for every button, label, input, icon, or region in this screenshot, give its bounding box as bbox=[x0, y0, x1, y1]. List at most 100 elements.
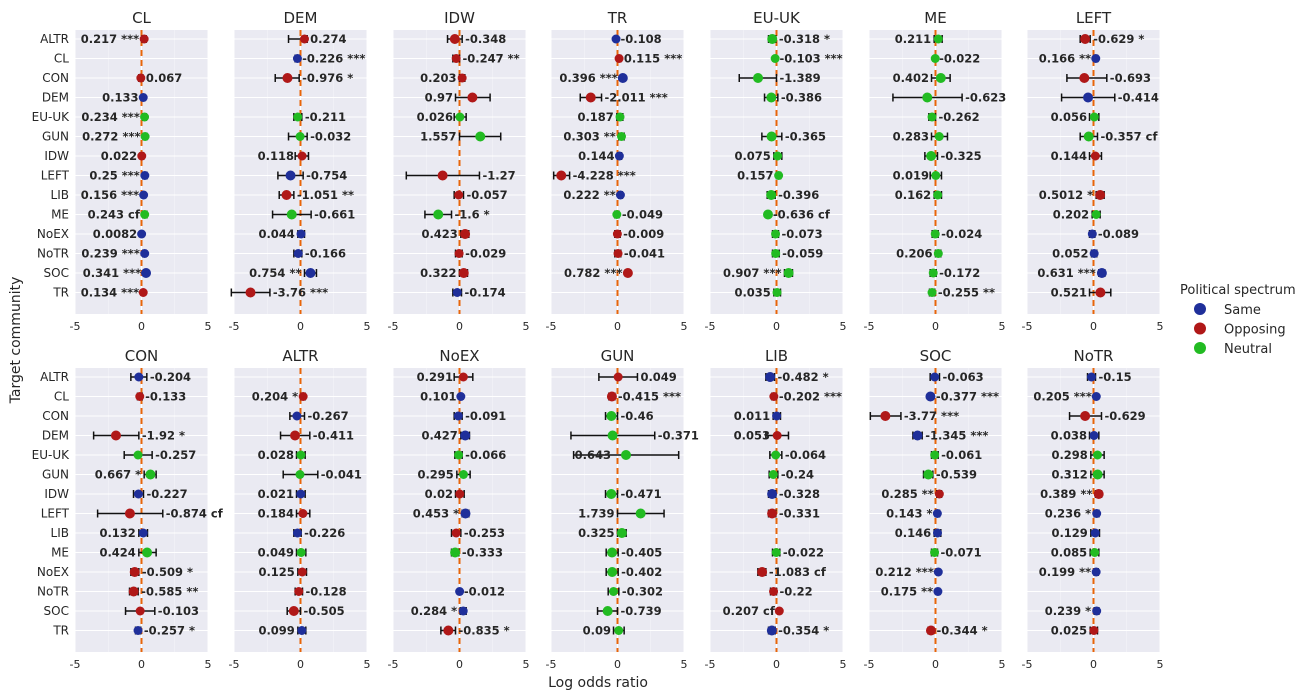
point-marker bbox=[1095, 190, 1106, 200]
point-marker bbox=[774, 606, 784, 616]
point-annotation: -0.257 * bbox=[144, 624, 195, 638]
panel-title: LIB bbox=[765, 347, 788, 365]
data-point: -0.874 cf bbox=[96, 507, 224, 521]
point-annotation: -0.133 bbox=[145, 390, 186, 404]
point-annotation: 0.521 bbox=[1051, 286, 1087, 300]
point-annotation: -0.15 bbox=[1098, 370, 1131, 384]
data-point: -0.835 * bbox=[440, 624, 510, 638]
data-point: -0.059 bbox=[771, 247, 823, 261]
data-point: 0.217 *** bbox=[81, 32, 149, 46]
data-point: 0.157 bbox=[737, 169, 784, 183]
point-marker bbox=[295, 470, 305, 479]
data-point: -0.253 bbox=[450, 526, 505, 540]
point-marker bbox=[136, 73, 146, 83]
point-marker bbox=[145, 469, 156, 480]
point-marker bbox=[293, 112, 303, 122]
point-marker bbox=[290, 430, 301, 441]
data-point: -0.629 bbox=[1068, 409, 1146, 423]
row-label: LEFT bbox=[41, 507, 70, 521]
point-annotation: 0.322 bbox=[420, 266, 456, 280]
point-annotation: -1.27 bbox=[482, 169, 515, 183]
data-point: -0.22 bbox=[769, 585, 813, 599]
data-point: -0.377 *** bbox=[925, 390, 999, 404]
data-point: -0.041 bbox=[613, 247, 665, 261]
x-tick-label: 0 bbox=[773, 658, 780, 671]
data-point: 0.423 bbox=[421, 227, 471, 241]
row-label: NoEX bbox=[37, 227, 69, 241]
point-marker bbox=[1083, 92, 1094, 103]
point-marker bbox=[460, 229, 471, 239]
point-annotation: 0.239 *** bbox=[81, 247, 139, 261]
point-annotation: -0.202 *** bbox=[779, 390, 842, 404]
row-label: DEM bbox=[42, 429, 69, 443]
point-annotation: 0.011 bbox=[734, 409, 770, 423]
point-marker bbox=[1095, 287, 1106, 298]
legend: Political spectrum Same Opposing Neutral bbox=[1180, 283, 1296, 357]
x-tick-label: -5 bbox=[70, 658, 81, 671]
point-marker bbox=[607, 430, 618, 441]
point-marker bbox=[296, 450, 306, 460]
point-marker bbox=[135, 392, 145, 401]
data-point: -0.365 bbox=[761, 130, 826, 144]
point-annotation: 0.25 *** bbox=[89, 169, 139, 183]
x-tick-label: 0 bbox=[138, 658, 145, 671]
point-marker bbox=[585, 92, 596, 103]
point-marker bbox=[933, 190, 943, 200]
point-annotation: 0.028 bbox=[258, 448, 294, 462]
panel-eu-uk: EU-UK -5 0 5 -0.318 * -0.103 *** -1.389 -0.386 -… bbox=[705, 9, 847, 333]
point-marker bbox=[133, 450, 143, 460]
data-point: -0.064 bbox=[769, 448, 826, 462]
point-marker bbox=[617, 73, 628, 83]
point-annotation: 0.049 bbox=[640, 370, 676, 384]
point-annotation: -0.057 bbox=[466, 188, 507, 202]
point-marker bbox=[455, 112, 465, 122]
point-marker bbox=[616, 132, 626, 141]
x-tick-label: -5 bbox=[229, 320, 240, 333]
point-marker bbox=[771, 229, 781, 239]
point-marker bbox=[457, 73, 467, 83]
point-annotation: 0.075 bbox=[734, 149, 770, 163]
row-label: IDW bbox=[44, 487, 69, 501]
point-marker bbox=[454, 249, 464, 258]
data-point: -0.226 *** bbox=[292, 52, 365, 66]
row-label: TR bbox=[52, 286, 69, 300]
data-point: -0.032 bbox=[287, 130, 351, 144]
data-point: 0.274 bbox=[287, 32, 347, 46]
row-label: ME bbox=[51, 546, 69, 560]
panel-title: ME bbox=[924, 9, 946, 27]
data-point: 0.211 bbox=[895, 32, 943, 46]
point-marker bbox=[137, 229, 147, 239]
point-annotation: 0.423 bbox=[421, 227, 457, 241]
point-marker bbox=[606, 489, 617, 499]
data-point: -0.328 bbox=[767, 487, 820, 501]
data-point: -0.057 bbox=[453, 188, 508, 202]
point-marker bbox=[134, 372, 144, 382]
point-marker bbox=[133, 489, 143, 499]
row-label: CON bbox=[42, 71, 69, 85]
point-marker bbox=[933, 567, 943, 577]
point-annotation: -0.302 bbox=[622, 585, 663, 599]
point-marker bbox=[460, 430, 471, 441]
data-point: 0.144 bbox=[578, 149, 624, 163]
data-point: 0.035 bbox=[734, 286, 782, 300]
point-marker bbox=[765, 372, 776, 382]
data-point: 0.184 bbox=[258, 507, 311, 521]
point-marker bbox=[927, 288, 937, 297]
point-marker bbox=[450, 547, 461, 558]
data-point: 0.295 bbox=[417, 468, 471, 482]
point-annotation: -0.255 ** bbox=[938, 286, 995, 300]
data-point: -0.202 *** bbox=[769, 390, 842, 404]
point-marker bbox=[133, 626, 143, 635]
point-marker bbox=[926, 151, 937, 161]
data-point: 0.236 * bbox=[1045, 507, 1102, 521]
point-marker bbox=[934, 489, 944, 499]
point-annotation: -0.049 bbox=[622, 208, 663, 222]
point-annotation: 0.099 bbox=[258, 624, 294, 638]
point-marker bbox=[475, 131, 486, 142]
point-marker bbox=[296, 489, 306, 499]
point-marker bbox=[933, 34, 943, 44]
data-point: 0.25 *** bbox=[89, 169, 150, 183]
x-tick-label: 5 bbox=[999, 658, 1006, 671]
x-tick-label: 5 bbox=[205, 320, 212, 333]
data-point: 0.207 cf bbox=[723, 604, 784, 618]
